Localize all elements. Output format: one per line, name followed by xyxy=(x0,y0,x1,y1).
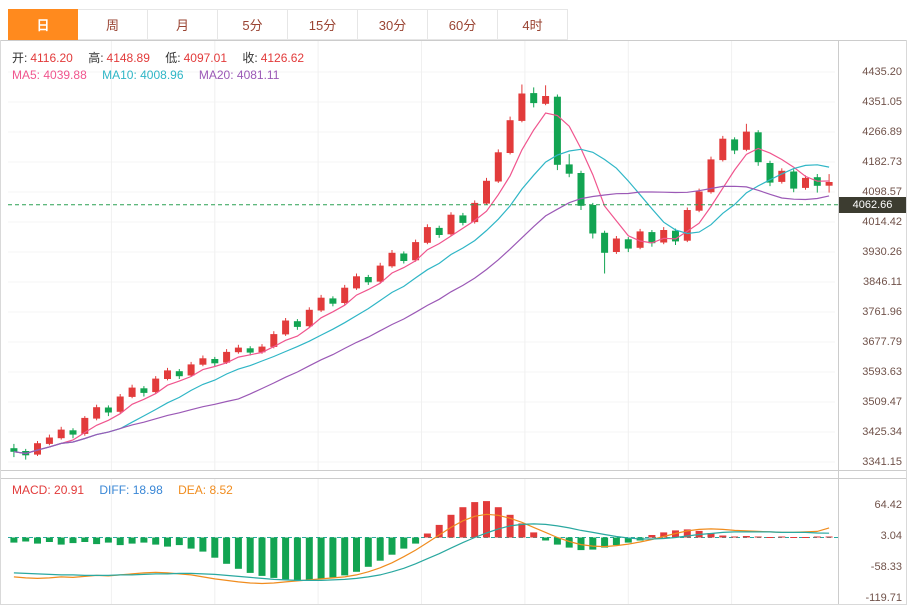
diff-line xyxy=(13,513,830,585)
macd-y-axis-label: -58.33 xyxy=(870,560,902,573)
tab-month[interactable]: 月 xyxy=(148,9,218,40)
open-label: 开: xyxy=(12,51,28,65)
main-y-axis-label: 4266.89 xyxy=(862,126,902,138)
open-pair: 开: 4116.20 xyxy=(12,51,73,65)
gridlines xyxy=(8,41,835,604)
macd-value: 20.91 xyxy=(54,483,85,497)
macd-pair: MACD: 20.91 xyxy=(12,483,84,497)
close-label: 收: xyxy=(242,51,258,65)
dea-label: DEA: xyxy=(178,483,207,497)
dea-pair: DEA: 8.52 xyxy=(178,483,233,497)
main-y-axis-label: 3761.96 xyxy=(862,306,902,318)
ma20-value: 4081.11 xyxy=(236,68,280,82)
ma5-line xyxy=(13,112,830,455)
main-y-axis-label: 3677.79 xyxy=(862,336,902,348)
tab-week[interactable]: 周 xyxy=(78,9,148,40)
ma20-label: MA20: xyxy=(198,68,234,82)
main-y-axis-label: 4351.05 xyxy=(862,96,902,108)
open-value: 4116.20 xyxy=(30,51,73,65)
macd-label: MACD: xyxy=(12,483,51,497)
macd-info-row: MACD: 20.91 DIFF: 18.98 DEA: 8.52 xyxy=(12,483,245,497)
main-y-axis-label: 3509.47 xyxy=(862,396,902,408)
high-pair: 高: 4148.89 xyxy=(88,51,150,65)
period-tabbar: 日周月 5分 15分 30分 60分 4时 xyxy=(0,0,907,40)
tab-5min[interactable]: 5分 xyxy=(218,9,288,40)
ma10-pair: MA10: 4008.96 xyxy=(102,68,183,82)
main-y-axis-label: 4182.73 xyxy=(862,156,902,168)
current-price-tag: 4062.66 xyxy=(839,196,906,213)
main-y-axis-label: 4014.42 xyxy=(862,216,902,228)
main-y-axis-label: 3341.15 xyxy=(862,456,902,468)
macd-histogram xyxy=(10,501,833,581)
ma5-value: 4039.88 xyxy=(43,68,87,82)
candlesticks xyxy=(10,84,833,460)
main-y-axis-label: 3930.26 xyxy=(862,246,902,258)
dea-value: 8.52 xyxy=(209,483,233,497)
macd-y-axis-label: 3.04 xyxy=(880,529,902,542)
diff-pair: DIFF: 18.98 xyxy=(99,483,162,497)
diff-label: DIFF: xyxy=(99,483,130,497)
ma10-label: MA10: xyxy=(102,68,137,82)
ma-info-row: MA5: 4039.88 MA10: 4008.96 MA20: 4081.11 xyxy=(12,68,291,82)
main-y-axis-label: 4098.57 xyxy=(862,186,902,198)
tab-60min[interactable]: 60分 xyxy=(428,9,498,40)
ma5-label: MA5: xyxy=(12,68,41,82)
main-y-axis-label: 4435.20 xyxy=(862,66,902,78)
high-value: 4148.89 xyxy=(106,51,150,65)
ma20-line xyxy=(13,185,830,455)
tab-4hour[interactable]: 4时 xyxy=(498,9,568,40)
low-value: 4097.01 xyxy=(183,51,227,65)
low-pair: 低: 4097.01 xyxy=(165,51,227,65)
tab-day[interactable]: 日 xyxy=(8,9,78,40)
main-y-axis-label: 3425.34 xyxy=(862,426,902,438)
ohlc-info-row: 开: 4116.20 高: 4148.89 低: 4097.01 收: 4126.62 xyxy=(12,49,316,66)
macd-y-axis-label: 64.42 xyxy=(874,498,902,511)
ma10-value: 4008.96 xyxy=(140,68,184,82)
ma10-line xyxy=(13,148,830,455)
tab-30min[interactable]: 30分 xyxy=(358,9,428,40)
macd-y-axis-label: -119.71 xyxy=(865,591,903,604)
ma5-pair: MA5: 4039.88 xyxy=(12,68,87,82)
main-y-axis-label: 3593.63 xyxy=(862,366,902,378)
close-value: 4126.62 xyxy=(260,51,305,65)
close-pair: 收: 4126.62 xyxy=(242,51,304,65)
ma20-pair: MA20: 4081.11 xyxy=(199,68,280,82)
main-y-axis-label: 3846.11 xyxy=(863,276,902,288)
diff-value: 18.98 xyxy=(132,483,163,497)
high-label: 高: xyxy=(88,51,104,65)
dea-line xyxy=(13,523,830,582)
tab-15min[interactable]: 15分 xyxy=(288,9,358,40)
low-label: 低: xyxy=(165,51,181,65)
